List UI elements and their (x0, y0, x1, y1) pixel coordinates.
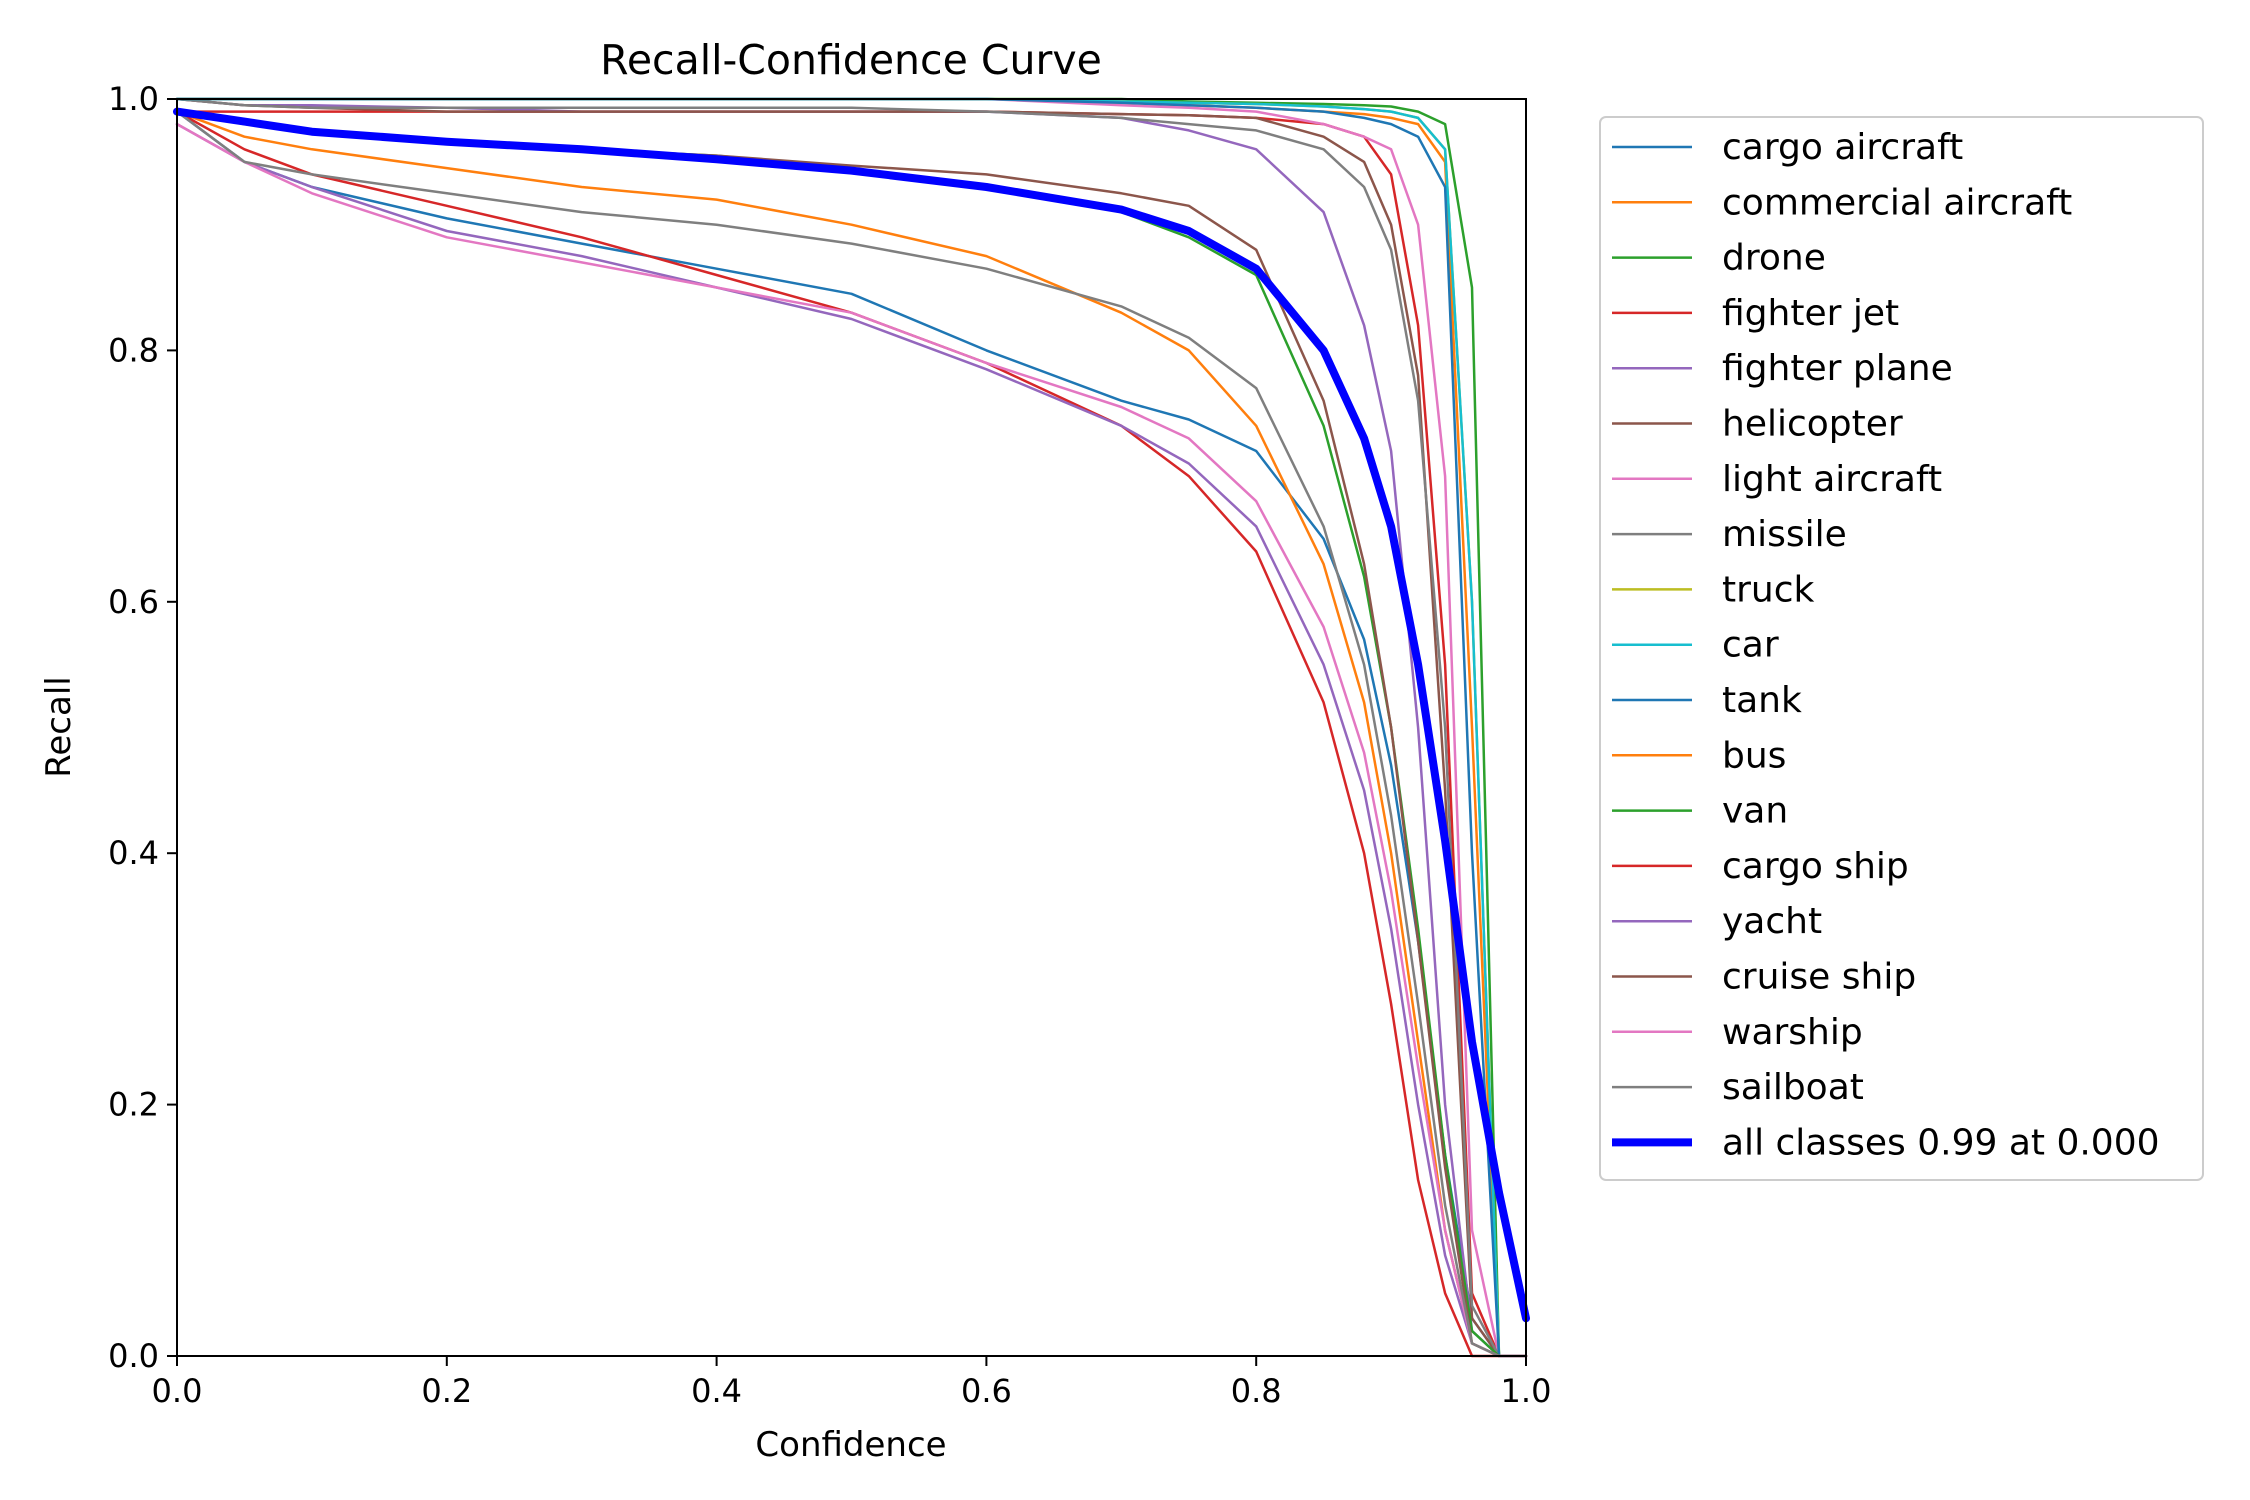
legend-label: cruise ship (1722, 957, 1916, 998)
y-tick-label: 0.0 (108, 1337, 159, 1375)
legend-label: all classes 0.99 at 0.000 (1722, 1122, 2160, 1163)
x-tick-label: 0.8 (1231, 1372, 1282, 1410)
x-tick-label: 0.0 (152, 1372, 203, 1410)
series-line-sailboat (175, 110, 1528, 1358)
legend-label: cargo aircraft (1722, 127, 1963, 168)
legend-label: helicopter (1722, 404, 1903, 445)
y-tick-label: 0.8 (108, 331, 159, 369)
x-axis: 0.0 0.2 0.4 0.6 0.8 1.0 (152, 1356, 1552, 1410)
legend-label: fighter jet (1722, 293, 1899, 334)
legend-label: van (1722, 791, 1788, 832)
legend-label: light aircraft (1722, 459, 1942, 500)
x-axis-label: Confidence (755, 1425, 946, 1465)
series-line-cargo-ship (175, 110, 1528, 1358)
legend-label: fighter plane (1722, 348, 1953, 389)
series-line-all-classes-0-99-at-0-000 (173, 107, 1530, 1323)
legend-label: bus (1722, 735, 1786, 776)
x-tick-label: 0.2 (421, 1372, 472, 1410)
legend-frame (1599, 116, 2204, 1181)
legend-label: sailboat (1722, 1067, 1864, 1108)
y-tick-label: 0.4 (108, 834, 159, 872)
legend-label: car (1722, 625, 1779, 666)
y-tick-label: 0.6 (108, 583, 159, 621)
series-line-warship (175, 122, 1528, 1358)
legend: cargo aircraft commercial aircraft drone fi… (1599, 116, 2204, 1181)
x-tick-label: 0.6 (961, 1372, 1012, 1410)
legend-label: drone (1722, 238, 1826, 279)
series-line-missile (175, 97, 1528, 1358)
legend-label: yacht (1722, 901, 1822, 942)
legend-label: truck (1722, 569, 1815, 610)
legend-label: commercial aircraft (1722, 182, 2072, 223)
y-axis: 0.0 0.2 0.4 0.6 0.8 1.0 (108, 80, 177, 1375)
y-axis-label: Recall (39, 676, 79, 777)
legend-label: tank (1722, 680, 1802, 721)
y-tick-label: 1.0 (108, 80, 159, 118)
plot-frame (176, 98, 1527, 1357)
legend-label: warship (1722, 1012, 1863, 1053)
y-tick-label: 0.2 (108, 1086, 159, 1124)
legend-label: cargo ship (1722, 846, 1909, 887)
series-line-helicopter (175, 97, 1528, 1358)
legend-label: missile (1722, 514, 1847, 555)
x-tick-label: 0.4 (691, 1372, 742, 1410)
x-tick-label: 1.0 (1501, 1372, 1552, 1410)
series-line-yacht (175, 122, 1528, 1358)
chart-title: Recall-Confidence Curve (600, 36, 1102, 84)
